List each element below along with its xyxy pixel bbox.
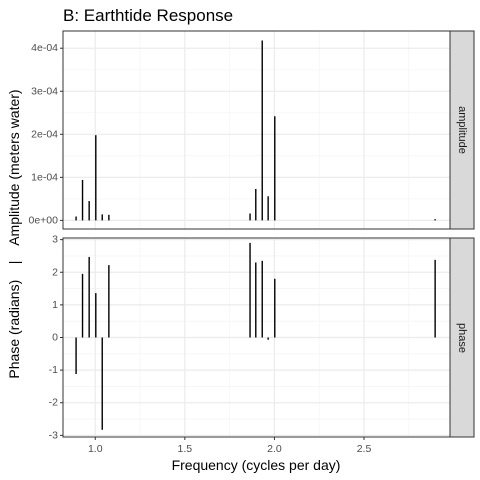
phase-strip-label: phase: [456, 323, 468, 353]
phase-bars: [75, 242, 436, 430]
y-axis-title: Phase (radians) | Amplitude (meters wate…: [6, 89, 22, 378]
y-tick-label: -1: [49, 364, 58, 376]
phase-grid: [63, 238, 450, 437]
x-axis: 1.0 1.5 2.0 2.5: [88, 437, 372, 455]
y-tick-label: 0: [52, 332, 58, 344]
phase-panel: -3 -2 -1 0 1 2 3 phase: [49, 234, 475, 441]
y-tick-label: 1e-04: [31, 171, 58, 183]
x-tick-label: 2.0: [267, 443, 282, 455]
y-tick-label: 3: [52, 234, 58, 246]
x-tick-label: 2.5: [357, 443, 372, 455]
y-tick-label: -2: [49, 397, 58, 409]
y-tick-label: 2: [52, 266, 58, 278]
x-tick-label: 1.0: [88, 443, 103, 455]
phase-y-axis: -3 -2 -1 0 1 2 3: [49, 234, 63, 441]
y-tick-label: 0e+00: [29, 214, 59, 226]
chart-title: B: Earthtide Response: [63, 6, 233, 25]
phase-strip: [449, 237, 475, 438]
y-tick-label: -3: [49, 429, 58, 441]
amplitude-panel: 0e+00 1e-04 2e-04 3e-04 4e-04 amplitude: [29, 30, 475, 230]
y-tick-label: 4e-04: [31, 42, 58, 54]
amplitude-y-axis: 0e+00 1e-04 2e-04 3e-04 4e-04: [29, 42, 63, 226]
amplitude-strip-label: amplitude: [456, 106, 468, 154]
y-tick-label: 2e-04: [31, 128, 58, 140]
y-tick-label: 1: [52, 299, 58, 311]
x-tick-label: 1.5: [178, 443, 193, 455]
amplitude-grid: [63, 31, 450, 229]
x-axis-title: Frequency (cycles per day): [172, 457, 341, 473]
amplitude-panel-border: [62, 30, 451, 230]
amplitude-bars: [75, 40, 436, 221]
amplitude-strip: [449, 30, 475, 230]
y-tick-label: 3e-04: [31, 85, 58, 97]
